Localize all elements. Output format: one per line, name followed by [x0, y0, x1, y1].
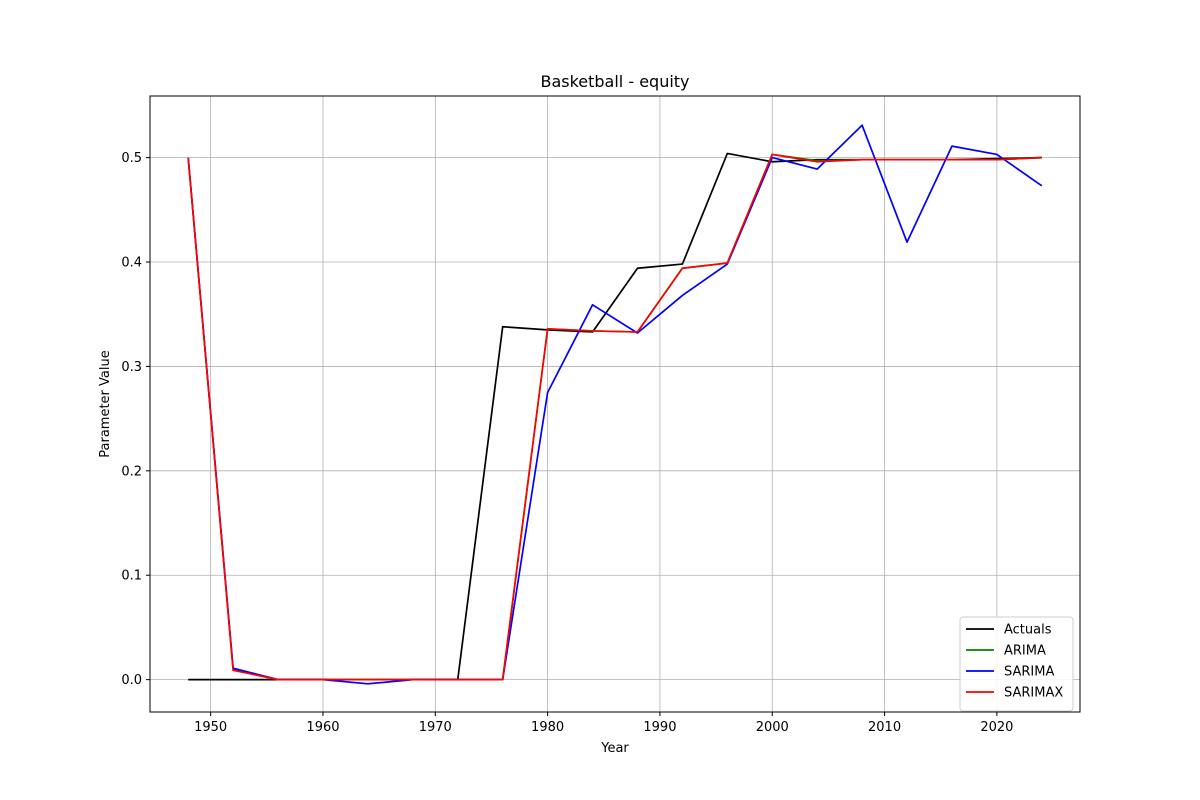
- y-tick-label: 0.2: [121, 464, 142, 479]
- plot-frame: [149, 95, 1081, 713]
- y-tick-label: 0.0: [121, 673, 142, 688]
- x-tick-label: 1950: [194, 720, 227, 735]
- legend-label-arima: ARIMA: [1004, 644, 1046, 659]
- legend-label-sarimax: SARIMAX: [1004, 686, 1063, 701]
- chart-title: Basketball - equity: [540, 72, 689, 91]
- y-tick-label: 0.5: [121, 151, 142, 166]
- legend-label-actuals: Actuals: [1004, 623, 1052, 638]
- x-tick-label: 2010: [868, 720, 901, 735]
- x-tick-label: 1990: [643, 720, 676, 735]
- x-axis-label: Year: [600, 741, 629, 756]
- y-axis-ticks: 0.0 0.1 0.2 0.3 0.4 0.5: [121, 151, 150, 688]
- series-lines: [187, 124, 1043, 685]
- legend-label-sarima: SARIMA: [1004, 665, 1054, 680]
- y-tick-label: 0.3: [121, 360, 142, 375]
- x-axis-ticks: 1950 1960 1970 1980 1990 2000 2010 2020: [194, 712, 1013, 735]
- legend: Actuals ARIMA SARIMA SARIMAX: [959, 616, 1074, 712]
- x-tick-label: 1980: [531, 720, 564, 735]
- x-tick-label: 2020: [980, 720, 1013, 735]
- x-tick-label: 1970: [419, 720, 452, 735]
- y-tick-label: 0.4: [121, 256, 142, 271]
- y-axis-label: Parameter Value: [98, 350, 113, 457]
- legend-box: [959, 616, 1074, 712]
- x-tick-label: 2000: [756, 720, 789, 735]
- x-tick-label: 1960: [306, 720, 339, 735]
- series-line-sarimax: [187, 153, 1042, 681]
- y-tick-label: 0.1: [121, 569, 142, 584]
